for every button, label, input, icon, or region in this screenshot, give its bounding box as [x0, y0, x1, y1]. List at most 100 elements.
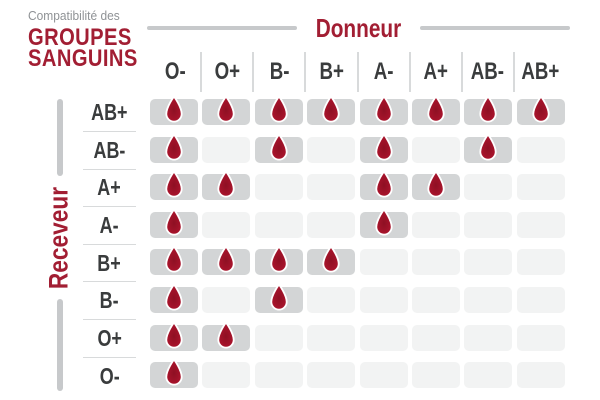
donor-col-header-label: AB- [471, 58, 505, 85]
blood-drop-icon [165, 283, 183, 311]
cell-oneg-bneg [254, 362, 303, 389]
blood-drop-icon [165, 133, 183, 161]
cell-bneg-oneg [150, 283, 198, 313]
cell-bpos-abneg [464, 249, 513, 276]
cell-bneg-abpos [516, 286, 565, 313]
donor-col-header-label: O+ [214, 58, 240, 85]
blood-drop-icon [322, 245, 340, 273]
receiver-row-label-text: B- [100, 287, 119, 314]
cell-apos-bneg [254, 174, 303, 201]
cell-opos-abpos [516, 324, 565, 351]
receiver-row-label-opos: O+ [83, 320, 136, 358]
receiver-axis-label: Receveur [43, 186, 74, 290]
cell-oneg-abneg [464, 362, 513, 389]
cell-abpos-oneg [150, 95, 198, 125]
donor-axis-label: Donneur [315, 12, 402, 43]
blood-drop-icon [165, 358, 183, 386]
blood-drop-icon [165, 245, 183, 273]
blood-drop-icon [165, 170, 183, 198]
receiver-row-label-bneg: B- [83, 282, 136, 321]
cell-abpos-aneg [359, 95, 408, 125]
cell-abneg-oneg [150, 133, 198, 163]
donor-axis-header: Donneur [147, 13, 571, 43]
receiver-row-label-oneg: O- [83, 358, 136, 396]
cell-abpos-bpos [307, 95, 356, 125]
cell-aneg-aneg [359, 208, 408, 238]
blood-drop-icon [532, 95, 550, 123]
cell-oneg-aneg [359, 362, 408, 389]
blood-drop-icon [270, 133, 288, 161]
blood-drop-icon [165, 95, 183, 123]
receiver-row-label-aneg: A- [83, 207, 136, 245]
cell-abneg-opos [202, 136, 251, 163]
cell-apos-bpos [307, 174, 356, 201]
cell-opos-abneg [464, 324, 513, 351]
receiver-row-label-text: A- [100, 212, 119, 239]
blood-drop-icon [165, 208, 183, 236]
cell-abneg-abpos [516, 136, 565, 163]
cell-bneg-aneg [359, 286, 408, 313]
blood-drop-icon [217, 95, 236, 123]
cell-oneg-oneg [150, 358, 198, 389]
blood-drop-icon [374, 170, 393, 198]
cell-apos-apos [411, 170, 460, 201]
chart-title-line-1: GROUPES [28, 24, 132, 51]
donor-axis-line-right [419, 26, 571, 30]
cell-bpos-bneg [254, 245, 303, 276]
cell-abpos-bneg [254, 95, 303, 125]
receiver-row-label-text: AB- [93, 136, 126, 163]
blood-drop-icon [217, 321, 236, 348]
cell-aneg-abneg [464, 211, 513, 238]
cell-apos-opos [202, 170, 251, 201]
cell-abneg-abneg [464, 133, 513, 163]
receiver-row-label-apos: A+ [83, 170, 136, 208]
donor-col-header-label: O- [164, 58, 186, 85]
cell-abpos-abneg [464, 95, 513, 125]
donor-col-header-abneg: AB- [463, 52, 515, 92]
cell-apos-oneg [150, 170, 198, 201]
cell-apos-abneg [464, 174, 513, 201]
donor-col-header-apos: A+ [411, 52, 463, 92]
cell-bpos-oneg [150, 245, 198, 276]
receiver-row-label-text: O+ [97, 324, 122, 351]
cell-aneg-oneg [150, 208, 198, 238]
cell-aneg-abpos [516, 211, 565, 238]
blood-drop-icon [217, 245, 236, 273]
receiver-row-label-abneg: AB- [83, 132, 136, 170]
donor-col-header-bpos: B+ [306, 52, 359, 92]
cell-opos-opos [202, 321, 251, 351]
blood-drop-icon [374, 133, 393, 161]
cell-opos-apos [411, 324, 460, 351]
receiver-row-label-text: A+ [97, 174, 122, 201]
receiver-row-label-text: B+ [97, 249, 122, 276]
cell-bpos-opos [202, 245, 251, 276]
donor-col-header-abpos: AB+ [515, 52, 565, 92]
chart-title-eyebrow: Compatibilité des [28, 8, 120, 23]
receiver-row-label-abpos: AB+ [83, 95, 136, 133]
cell-bneg-bpos [307, 286, 356, 313]
cell-abneg-apos [411, 136, 460, 163]
donor-col-header-label: AB+ [520, 58, 559, 85]
cell-opos-bneg [254, 324, 303, 351]
blood-drop-icon [427, 95, 445, 123]
cell-oneg-bpos [307, 362, 356, 389]
cell-aneg-bneg [254, 211, 303, 238]
cell-bpos-abpos [516, 249, 565, 276]
blood-drop-icon [165, 321, 183, 348]
cell-oneg-apos [411, 362, 460, 389]
receiver-row-label-text: O- [99, 362, 120, 389]
donor-col-header-label: B+ [319, 58, 344, 85]
receiver-row-label-bpos: B+ [83, 245, 136, 283]
cell-abpos-abpos [516, 95, 565, 125]
blood-drop-icon [479, 95, 497, 123]
receiver-bracket-bottom-bar [57, 299, 63, 391]
receiver-row-label-text: AB+ [91, 99, 128, 126]
cell-opos-oneg [150, 321, 198, 351]
donor-col-header-label: B- [269, 58, 290, 85]
donor-col-header-label: A+ [423, 58, 448, 85]
blood-drop-icon [374, 95, 393, 123]
blood-drop-icon [427, 170, 445, 198]
cell-bneg-opos [202, 286, 251, 313]
cell-bneg-bneg [254, 283, 303, 313]
